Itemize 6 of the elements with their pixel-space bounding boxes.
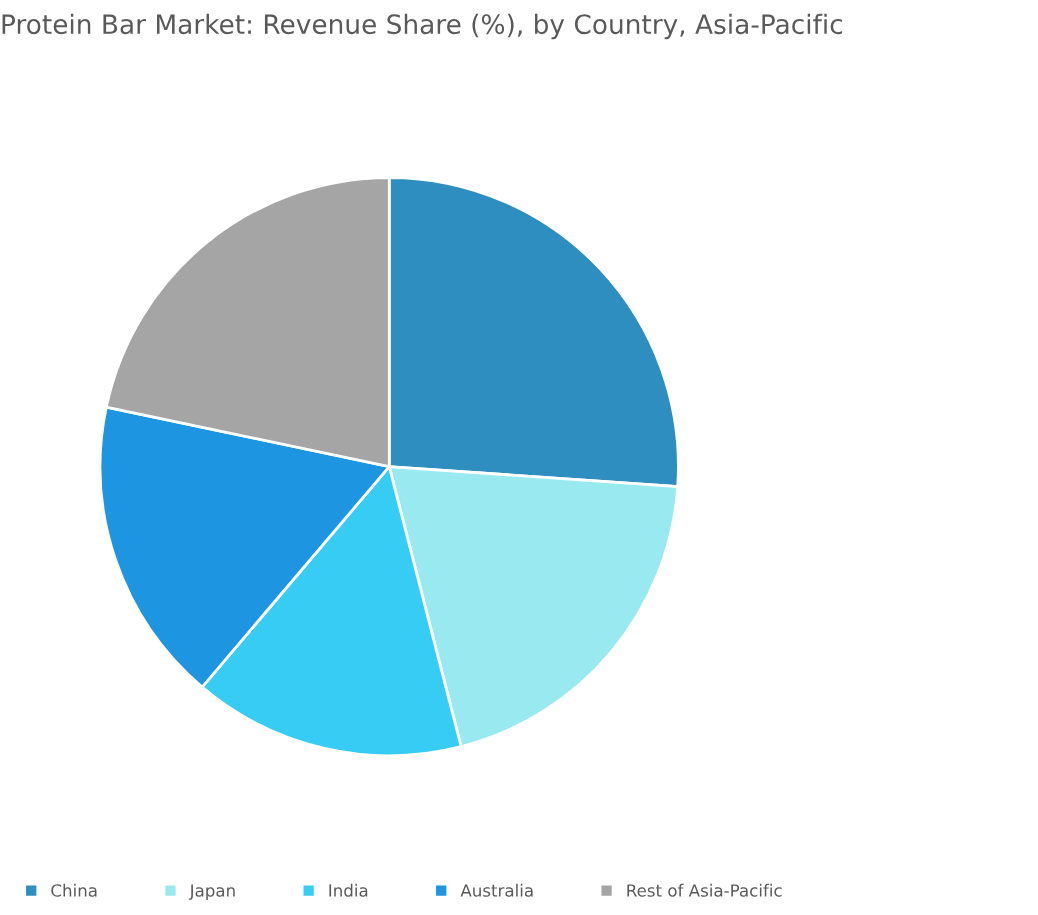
legend-label: China xyxy=(51,883,97,897)
legend-label: Australia xyxy=(460,883,533,897)
chart-title: Protein Bar Market: Revenue Share (%), by Country, Asia-Pacific xyxy=(2,13,843,40)
legend-label: Rest of Asia-Pacific xyxy=(627,883,782,897)
legend-label: Japan xyxy=(188,884,235,900)
legend-label: India xyxy=(329,883,368,897)
